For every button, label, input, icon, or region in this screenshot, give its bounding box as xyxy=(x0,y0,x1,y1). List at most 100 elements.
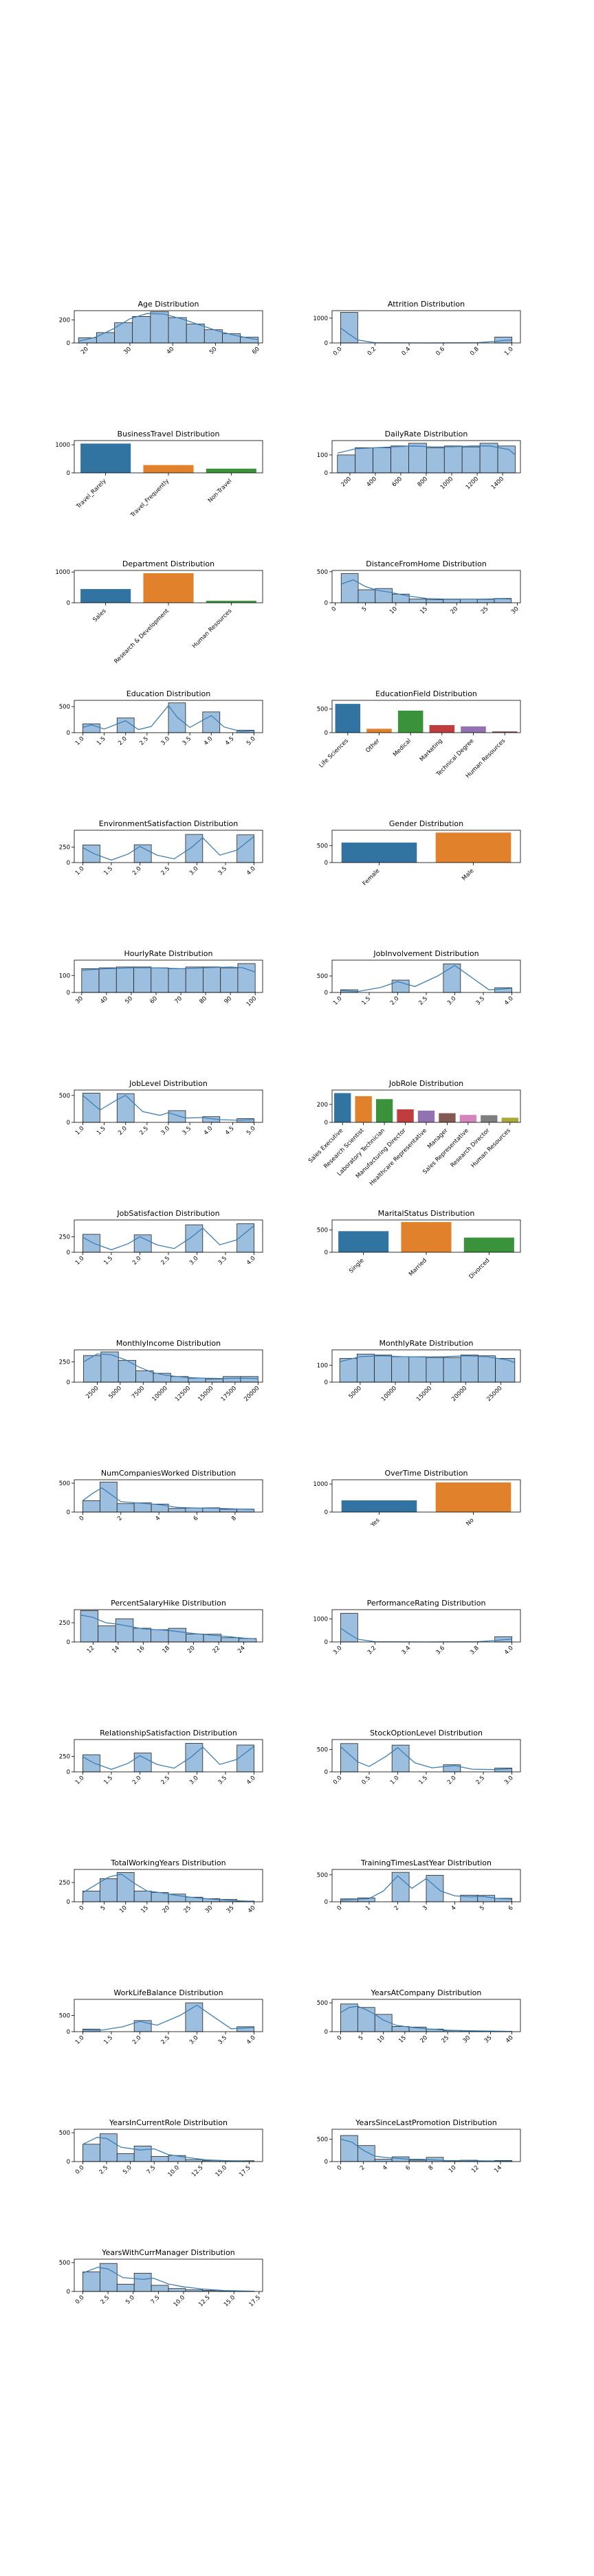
histogram-bar xyxy=(392,1872,409,1902)
x-tick-label: 2.0 xyxy=(131,1775,143,1786)
x-tick-label: 5 xyxy=(100,1905,107,1912)
x-tick-label: 25 xyxy=(480,606,490,616)
x-tick-label: 90 xyxy=(223,995,234,1006)
plot-frame xyxy=(332,311,520,343)
x-tick-label: 5000 xyxy=(348,1385,363,1400)
y-tick-label: 200 xyxy=(317,1102,328,1109)
x-tick-label: 0.5 xyxy=(360,1775,372,1786)
x-tick-label: 2.5 xyxy=(160,1255,171,1267)
histogram-bar xyxy=(392,2026,409,2032)
histogram-bar xyxy=(340,2004,358,2032)
x-tick-label: 3.0 xyxy=(188,865,200,877)
y-tick-label: 250 xyxy=(59,1753,70,1760)
x-tick-label: Married xyxy=(408,1257,428,1278)
histogram-bar xyxy=(83,1355,100,1382)
y-tick-label: 0 xyxy=(324,470,328,477)
x-tick-label: Research Director xyxy=(450,1127,492,1169)
y-tick-label: 0 xyxy=(67,470,70,477)
x-tick-label: 25 xyxy=(183,1905,193,1915)
x-tick-label: 3.4 xyxy=(401,1645,412,1656)
x-tick-label: 5 xyxy=(361,606,368,613)
x-tick-label: 7500 xyxy=(131,1385,146,1400)
y-tick-label: 0 xyxy=(324,730,328,737)
category-bar xyxy=(430,725,455,733)
y-tick-label: 500 xyxy=(59,1480,70,1487)
x-tick-label: Sales Executive xyxy=(307,1127,344,1164)
x-tick-label: 200 xyxy=(340,476,353,489)
x-tick-label: 25 xyxy=(441,2034,451,2045)
y-tick-label: 250 xyxy=(59,844,70,851)
kde-line xyxy=(341,1628,512,1642)
chart-panel: YearsWithCurrManager Distribution05000.0… xyxy=(59,2248,263,2309)
x-tick-label: 35 xyxy=(226,1905,236,1915)
x-tick-label: 12500 xyxy=(174,1385,192,1403)
category-bar xyxy=(398,711,424,733)
y-tick-label: 1000 xyxy=(313,1481,328,1488)
histogram-bar xyxy=(82,968,99,992)
x-tick-label: 4.0 xyxy=(503,1645,515,1656)
x-tick-label: 20 xyxy=(419,2034,429,2045)
histogram-bar xyxy=(355,447,373,473)
histogram-bar xyxy=(151,968,168,992)
x-tick-label: 20 xyxy=(450,606,460,616)
x-tick-label: 12.5 xyxy=(190,2164,204,2178)
y-tick-label: 0 xyxy=(324,1509,328,1516)
category-bar xyxy=(418,1111,434,1122)
x-tick-label: 60 xyxy=(148,995,159,1006)
chart-title: WorkLifeBalance Distribution xyxy=(113,1988,223,1997)
x-tick-label: Divorced xyxy=(468,1257,492,1280)
x-tick-label: Travel_Frequently xyxy=(129,478,170,519)
x-tick-label: 3.5 xyxy=(217,2034,229,2046)
y-tick-label: 500 xyxy=(59,2130,70,2137)
x-tick-label: 3.0 xyxy=(503,1775,515,1786)
y-tick-label: 0 xyxy=(67,1120,70,1126)
x-tick-label: Sales xyxy=(92,608,108,623)
y-tick-label: 500 xyxy=(317,1746,328,1753)
chart-title: TotalWorkingYears Distribution xyxy=(110,1858,226,1867)
histogram-bar xyxy=(241,1377,258,1382)
histogram-bar xyxy=(409,1357,426,1382)
x-tick-label: 15.0 xyxy=(214,2164,228,2178)
chart-title: BusinessTravel Distribution xyxy=(118,430,220,438)
chart-panel: BusinessTravel DistributionTravel_Rarely… xyxy=(55,430,263,520)
histogram-bar xyxy=(340,1744,358,1772)
histogram-bar xyxy=(186,834,203,863)
category-bar xyxy=(80,589,131,603)
x-tick-label: 1000 xyxy=(439,476,454,491)
chart-title: StockOptionLevel Distribution xyxy=(370,1729,483,1737)
histogram-bar xyxy=(408,443,426,473)
y-tick-label: 0 xyxy=(67,1509,70,1516)
chart-panel: RelationshipSatisfaction Distribution025… xyxy=(59,1729,263,1786)
histogram-bar xyxy=(151,2285,168,2291)
x-tick-label: 4 xyxy=(450,1905,458,1912)
chart-title: RelationshipSatisfaction Distribution xyxy=(100,1729,237,1737)
y-tick-label: 0 xyxy=(67,2159,70,2166)
x-tick-label: 4.0 xyxy=(203,1125,214,1137)
histogram-bar xyxy=(168,1509,186,1512)
y-tick-label: 500 xyxy=(317,569,328,576)
x-tick-label: 2.0 xyxy=(446,1775,458,1786)
y-tick-label: 250 xyxy=(59,1880,70,1887)
x-tick-label: 50 xyxy=(124,995,134,1006)
x-tick-label: 0 xyxy=(336,2164,344,2172)
x-tick-label: 20 xyxy=(186,1645,197,1655)
x-tick-label: 2.5 xyxy=(417,995,429,1007)
histogram-bar xyxy=(134,2146,151,2162)
x-tick-label: 4 xyxy=(154,1515,162,1522)
y-tick-label: 500 xyxy=(317,973,328,980)
chart-title: MaritalStatus Distribution xyxy=(378,1209,475,1218)
kde-line xyxy=(83,836,254,860)
histogram-bar xyxy=(82,1234,100,1252)
chart-title: MonthlyIncome Distribution xyxy=(116,1339,221,1348)
histogram-bar xyxy=(358,590,375,603)
y-tick-label: 500 xyxy=(59,2260,70,2267)
chart-title: YearsWithCurrManager Distribution xyxy=(101,2248,234,2257)
x-tick-label: 10 xyxy=(118,1905,129,1915)
x-tick-label: 1.5 xyxy=(417,1775,429,1786)
x-tick-label: 600 xyxy=(391,476,404,489)
